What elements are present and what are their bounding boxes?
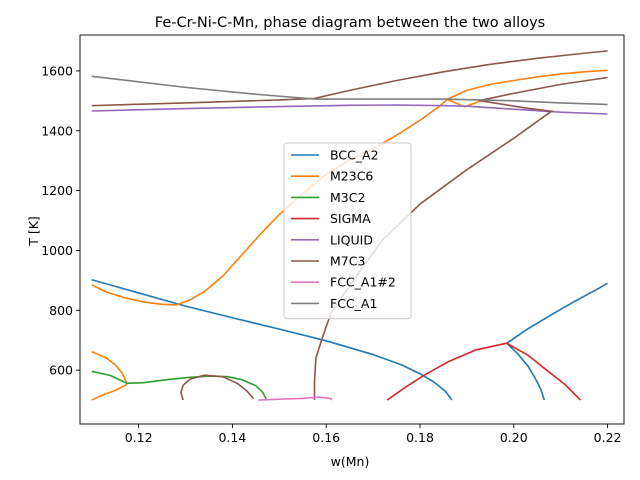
series-line-segment xyxy=(180,374,255,401)
x-axis: 0.12 0.14 0.16 0.18 0.20 0.22 xyxy=(125,424,622,445)
y-tick-label: 1000 xyxy=(41,243,73,258)
axes-frame xyxy=(79,34,625,425)
legend-entry: M23C6 xyxy=(330,169,373,184)
legend-entry: M7C3 xyxy=(330,254,365,269)
series-line-segment xyxy=(91,383,128,401)
legend-box xyxy=(283,142,412,320)
y-tick-label: 600 xyxy=(49,363,73,378)
x-tick-label: 0.14 xyxy=(218,430,246,445)
series-line-segment xyxy=(91,75,608,106)
series-liquid xyxy=(91,104,608,115)
series-fcc-a1-2 xyxy=(258,396,333,401)
x-tick-label: 0.22 xyxy=(594,430,622,445)
series-line-segment xyxy=(258,396,333,401)
y-axis: 600 800 1000 1200 1400 1600 xyxy=(41,63,80,378)
legend-entry: FCC_A1 xyxy=(330,296,377,311)
legend-entry: BCC_A2 xyxy=(330,148,379,163)
series-line-segment xyxy=(91,50,608,107)
y-axis-label: T [K] xyxy=(26,216,41,247)
x-tick-label: 0.16 xyxy=(312,430,340,445)
legend-entry: SIGMA xyxy=(330,211,371,226)
series-line-segment xyxy=(478,76,608,102)
series-line-segment xyxy=(386,342,581,401)
series-line-segment xyxy=(480,100,554,113)
series-sigma xyxy=(386,342,581,401)
series-line-segment xyxy=(91,350,128,384)
x-tick-label: 0.12 xyxy=(125,430,153,445)
legend: BCC_A2 M23C6 M3C2 SIGMA LIQUID M7C3 FCC_A1#2 FC… xyxy=(283,142,412,320)
y-tick-label: 1200 xyxy=(41,183,73,198)
legend-entry: LIQUID xyxy=(330,232,373,247)
chart-title: Fe-Cr-Ni-C-Mn, phase diagram between the… xyxy=(155,15,545,31)
y-tick-label: 1600 xyxy=(41,63,73,78)
legend-entry: M3C2 xyxy=(330,190,365,205)
series-fcc-a1 xyxy=(91,75,608,106)
series-line-segment xyxy=(91,104,608,115)
series-line-segment xyxy=(506,342,546,401)
x-axis-label: w(Mn) xyxy=(331,454,370,469)
legend-entry: FCC_A1#2 xyxy=(330,275,396,290)
x-tick-label: 0.18 xyxy=(406,430,434,445)
x-tick-label: 0.20 xyxy=(500,430,528,445)
series-line-segment xyxy=(506,282,608,344)
y-tick-label: 800 xyxy=(49,303,73,318)
y-tick-label: 1400 xyxy=(41,123,73,138)
